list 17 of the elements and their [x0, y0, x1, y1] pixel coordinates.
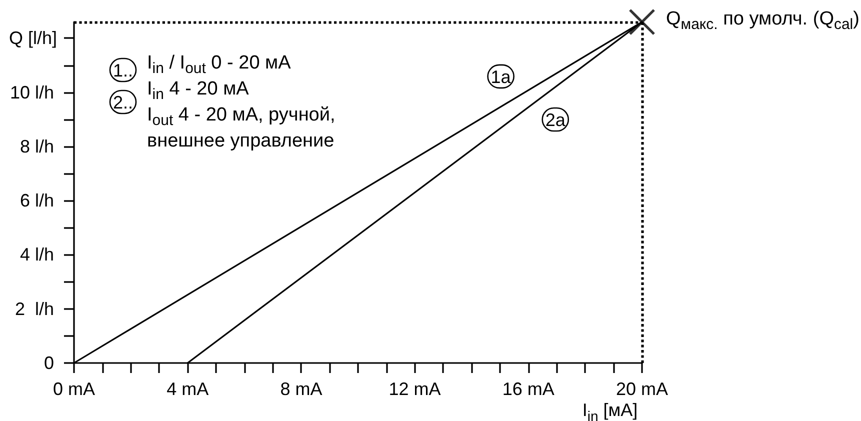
- series-label: 1a: [490, 66, 512, 87]
- x-tick-label: 0 mA: [52, 379, 96, 399]
- y-axis-title: Q [l/h]: [8, 28, 57, 48]
- y-tick-label: 4 l/h: [20, 244, 54, 265]
- y-tick-label: 8 l/h: [20, 136, 54, 156]
- y-tick-label: 10 l/h: [10, 82, 54, 102]
- y-tick-label: 0: [44, 353, 54, 373]
- x-tick-label: 16 mA: [502, 379, 554, 399]
- annotation: 2..: [112, 92, 134, 112]
- series-label: 2a: [545, 110, 566, 130]
- x-tick-label: 4 mA: [166, 379, 209, 399]
- x-tick-label: 8 mA: [280, 379, 322, 399]
- y-tick-label: 2 l/h: [14, 298, 54, 319]
- x-tick-label: 20 mA: [616, 379, 668, 399]
- y-tick-label: 6 l/h: [20, 190, 54, 211]
- x-tick-label: 12 mA: [388, 379, 441, 399]
- annotation: 1..: [112, 60, 134, 80]
